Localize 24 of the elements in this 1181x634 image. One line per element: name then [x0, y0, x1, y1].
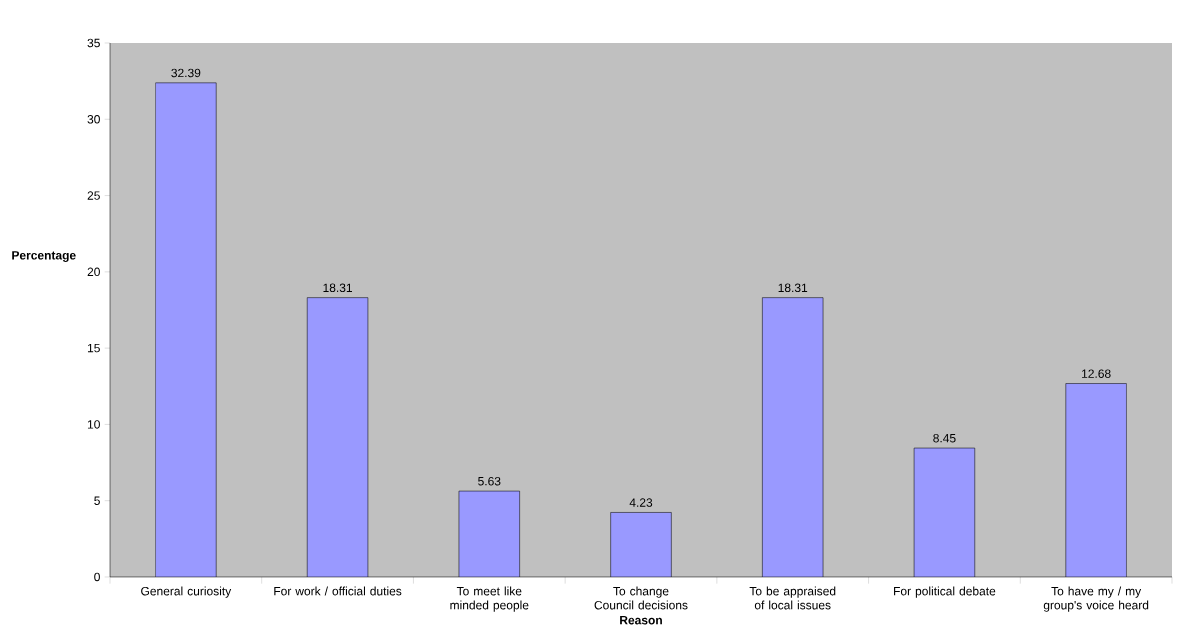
- y-tick-label: 5: [94, 496, 100, 505]
- x-tick-label: To have my / my group's voice heard: [1043, 586, 1149, 612]
- data-label: 5.63: [478, 476, 501, 486]
- y-tick-label: 20: [87, 267, 100, 277]
- data-label: 18.31: [323, 283, 352, 293]
- y-tick-label: 10: [87, 420, 100, 429]
- data-label: 4.23: [629, 498, 653, 507]
- x-axis-title: Reason: [620, 616, 662, 625]
- y-tick-label: 0: [94, 572, 100, 582]
- x-tick-label: To meet like minded people: [450, 586, 529, 612]
- x-tick-label: For work / official duties: [274, 586, 402, 596]
- y-axis-title: Percentage: [12, 251, 76, 262]
- x-tick-label: To be appraised of local issues: [749, 586, 836, 610]
- data-label: 32.39: [171, 68, 201, 78]
- data-label: 8.45: [933, 433, 956, 443]
- data-label: 18.31: [778, 283, 808, 293]
- x-tick-label: To change Council decisions: [594, 586, 688, 610]
- data-label: 12.68: [1082, 369, 1111, 378]
- x-tick-label: For political debate: [894, 586, 996, 598]
- y-tick-label: 30: [87, 115, 100, 124]
- y-tick-label: 15: [87, 343, 100, 353]
- y-tick-label: 25: [87, 191, 100, 200]
- y-tick-label: 35: [87, 38, 100, 48]
- x-tick-label: General curiosity: [141, 586, 232, 598]
